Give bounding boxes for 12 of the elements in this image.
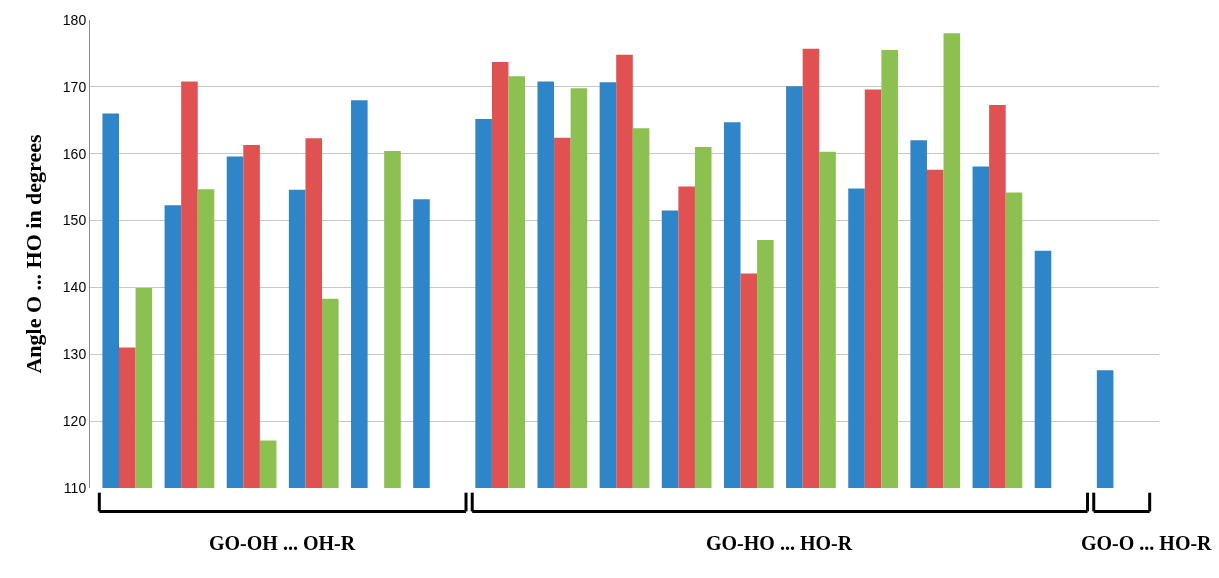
y-tick-label: 170 — [62, 78, 87, 95]
y-tick-label: 180 — [62, 11, 87, 28]
text: GO-HO ... HO-R — [706, 532, 853, 554]
y-tick-label: 140 — [62, 279, 87, 296]
text: GO-OH ... OH-R — [209, 532, 356, 554]
y-axis-title: Angle O ... HO in degrees — [20, 134, 46, 374]
y-tick-label: 110 — [63, 479, 87, 496]
text: GO-O ... HO-R — [1081, 532, 1213, 554]
y-tick-label: 130 — [62, 346, 87, 363]
y-tick-label: 150 — [62, 212, 87, 229]
y-tick-label: 120 — [62, 413, 87, 430]
y-tick-label: 160 — [62, 145, 87, 162]
